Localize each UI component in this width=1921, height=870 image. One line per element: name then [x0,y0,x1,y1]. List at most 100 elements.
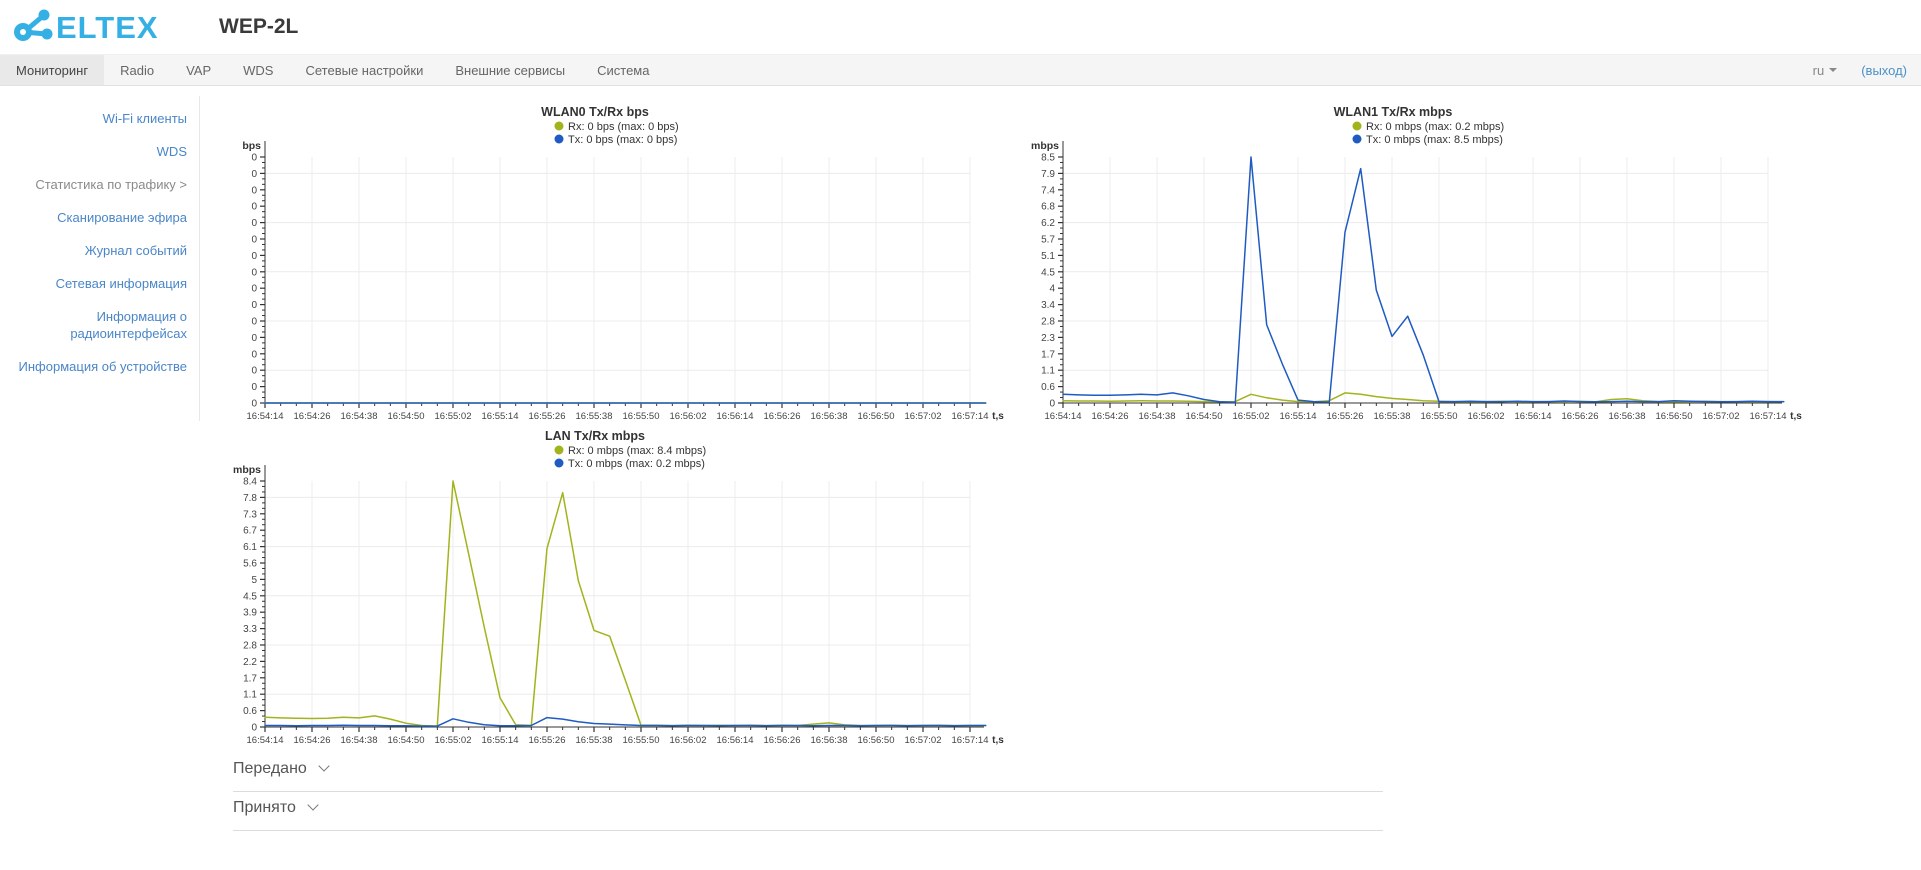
svg-text:16:54:14: 16:54:14 [247,735,284,746]
svg-text:t,s: t,s [992,735,1004,746]
svg-text:0: 0 [251,723,257,734]
tab-monitoring[interactable]: Мониторинг [0,55,105,85]
svg-text:0: 0 [251,185,257,196]
sidebar-item-spectrum-scan[interactable]: Сканирование эфира [57,210,187,225]
svg-text:5.1: 5.1 [1041,251,1055,262]
svg-text:4.5: 4.5 [1041,267,1055,278]
svg-text:6.2: 6.2 [1041,218,1055,229]
svg-text:16:54:14: 16:54:14 [1045,411,1082,422]
svg-text:t,s: t,s [1790,411,1802,422]
svg-text:0: 0 [251,366,257,377]
svg-text:16:54:26: 16:54:26 [294,411,331,422]
wlan0-traffic-chart: WLAN0 Tx/Rx bps Rx: 0 bps (max: 0 bps)Tx:… [242,105,1004,422]
svg-text:16:55:26: 16:55:26 [529,411,566,422]
svg-text:0: 0 [1049,399,1055,410]
svg-text:16:54:26: 16:54:26 [1092,411,1129,422]
svg-text:0: 0 [251,300,257,311]
tab-system[interactable]: Система [597,62,650,78]
svg-text:0: 0 [251,153,257,164]
received-section-header[interactable]: Принято [233,799,1383,831]
svg-text:WLAN1 Tx/Rx mbps: WLAN1 Tx/Rx mbps [1334,105,1453,119]
sidebar-item-wifi-clients[interactable]: Wi-Fi клиенты [102,111,187,126]
svg-text:16:54:50: 16:54:50 [388,411,425,422]
eltex-molecule-icon [14,9,53,41]
svg-text:3.9: 3.9 [243,608,257,619]
svg-text:1.1: 1.1 [1041,366,1055,377]
wlan1-traffic-chart: WLAN1 Tx/Rx mbps Rx: 0 mbps (max: 0.2 mbp… [1031,105,1802,422]
svg-text:16:57:02: 16:57:02 [1703,411,1740,422]
svg-text:0: 0 [251,399,257,410]
svg-text:0: 0 [251,251,257,262]
tab-vap[interactable]: VAP [186,62,212,78]
transmitted-section-header[interactable]: Передано [233,760,1383,792]
svg-text:5: 5 [251,575,257,586]
svg-text:0: 0 [251,284,257,295]
svg-text:0: 0 [251,202,257,213]
svg-text:0.6: 0.6 [243,706,257,717]
svg-text:LAN Tx/Rx mbps: LAN Tx/Rx mbps [545,429,645,443]
language-value: ru [1812,62,1825,78]
tab-wds[interactable]: WDS [243,62,274,78]
svg-text:16:56:02: 16:56:02 [1468,411,1505,422]
svg-text:Rx: 0 mbps (max: 0.2 mbps): Rx: 0 mbps (max: 0.2 mbps) [1366,121,1504,133]
received-section-label: Принято [233,799,296,816]
svg-text:16:57:02: 16:57:02 [905,411,942,422]
svg-text:mbps: mbps [1031,140,1059,152]
logout-link[interactable]: (выход) [1861,62,1907,78]
svg-text:5.7: 5.7 [1041,235,1055,246]
eltex-logo[interactable]: ELTEX [10,6,205,48]
svg-text:16:54:38: 16:54:38 [1139,411,1176,422]
svg-text:16:54:50: 16:54:50 [1186,411,1223,422]
svg-text:16:57:14: 16:57:14 [952,735,989,746]
svg-text:4: 4 [1049,284,1055,295]
svg-text:16:55:38: 16:55:38 [576,411,613,422]
svg-text:1.7: 1.7 [1041,349,1055,360]
svg-text:Tx: 0 mbps (max: 0.2 mbps): Tx: 0 mbps (max: 0.2 mbps) [568,458,705,470]
svg-text:0: 0 [251,218,257,229]
sidebar-item-wds[interactable]: WDS [156,144,187,159]
svg-text:16:55:50: 16:55:50 [623,411,660,422]
svg-text:16:57:14: 16:57:14 [952,411,989,422]
sidebar-item-traffic-statistics[interactable]: Статистика по трафику > [35,177,187,192]
svg-text:16:56:26: 16:56:26 [764,735,801,746]
svg-text:16:55:26: 16:55:26 [1327,411,1364,422]
tab-network-settings[interactable]: Сетевые настройки [305,62,424,78]
tab-radio[interactable]: Radio [120,62,155,78]
svg-text:Rx: 0 mbps (max: 8.4 mbps): Rx: 0 mbps (max: 8.4 mbps) [568,445,706,457]
svg-text:16:54:38: 16:54:38 [341,735,378,746]
app-header: ELTEX WEP-2L [0,0,1921,54]
language-selector[interactable]: ru [1813,63,1838,78]
svg-text:16:56:14: 16:56:14 [717,411,754,422]
svg-text:7.3: 7.3 [243,509,257,520]
svg-text:8.4: 8.4 [243,477,257,488]
svg-text:1.7: 1.7 [243,673,257,684]
svg-text:1.1: 1.1 [243,690,257,701]
tab-external-services[interactable]: Внешние сервисы [455,62,566,78]
svg-text:16:55:50: 16:55:50 [1421,411,1458,422]
svg-text:16:56:26: 16:56:26 [1562,411,1599,422]
svg-text:Tx: 0 bps (max: 0 bps): Tx: 0 bps (max: 0 bps) [568,134,677,146]
svg-text:Rx: 0 bps (max: 0 bps): Rx: 0 bps (max: 0 bps) [568,121,679,133]
sidebar-item-network-info[interactable]: Сетевая информация [55,276,187,291]
svg-text:16:56:50: 16:56:50 [858,411,895,422]
svg-text:t,s: t,s [992,411,1004,422]
chevron-down-icon [307,799,320,811]
sidebar-item-device-info[interactable]: Информация об устройстве [18,359,187,374]
svg-text:16:56:38: 16:56:38 [811,411,848,422]
device-title: WEP-2L [219,15,299,38]
lan-traffic-chart: LAN Tx/Rx mbps Rx: 0 mbps (max: 8.4 mbps)… [233,429,1004,746]
svg-text:2.2: 2.2 [243,657,257,668]
transmitted-section-label: Передано [233,760,307,777]
svg-text:mbps: mbps [233,464,261,476]
svg-text:16:56:02: 16:56:02 [670,411,707,422]
svg-text:16:57:02: 16:57:02 [905,735,942,746]
svg-text:16:55:02: 16:55:02 [1233,411,1270,422]
sidebar-item-radio-interfaces-info[interactable]: Информация о радиоинтерфейсах [70,309,187,341]
svg-text:16:55:50: 16:55:50 [623,735,660,746]
sidebar-item-event-log[interactable]: Журнал событий [84,243,187,258]
svg-text:7.8: 7.8 [243,493,257,504]
svg-text:16:56:38: 16:56:38 [1609,411,1646,422]
svg-text:16:54:14: 16:54:14 [247,411,284,422]
svg-text:8.5: 8.5 [1041,153,1055,164]
svg-text:0.6: 0.6 [1041,382,1055,393]
